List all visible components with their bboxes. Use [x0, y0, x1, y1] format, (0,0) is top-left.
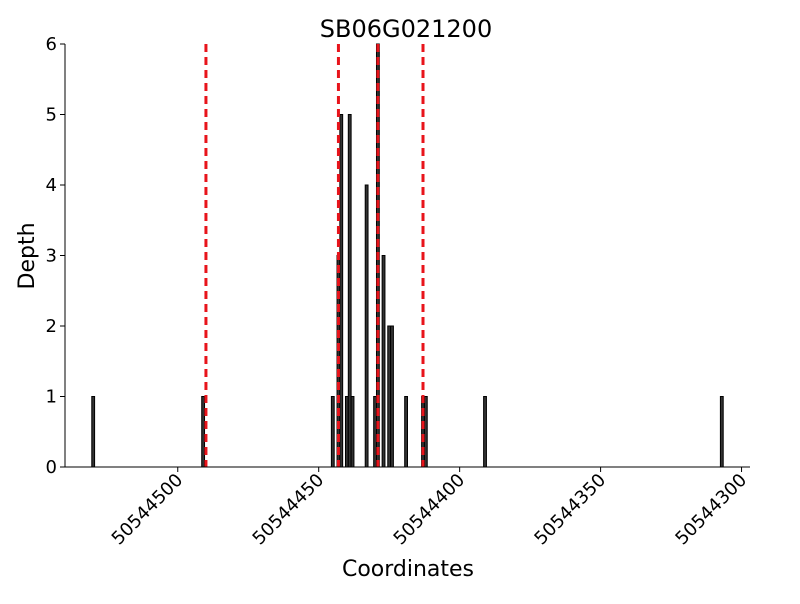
bar	[381, 255, 386, 468]
bar	[350, 396, 355, 468]
x-tick-label: 50544450	[249, 470, 329, 550]
bar	[339, 114, 344, 468]
bar	[719, 396, 724, 468]
y-tick-label: 6	[46, 34, 57, 55]
bar	[423, 396, 428, 468]
x-tick-label: 50544400	[390, 470, 470, 550]
bar	[390, 325, 394, 468]
x-tick-label: 50544300	[671, 470, 751, 550]
bar	[91, 396, 96, 468]
bar	[483, 396, 487, 468]
y-axis-label: Depth	[15, 222, 40, 289]
y-tick-label: 1	[46, 387, 57, 408]
y-tick-label: 3	[46, 246, 57, 267]
y-tick-label: 2	[46, 316, 57, 337]
x-tick-label: 50544350	[530, 470, 610, 550]
bar	[330, 396, 335, 468]
bar	[364, 184, 369, 468]
bar	[404, 396, 408, 468]
y-tick-label: 4	[46, 175, 57, 196]
x-tick-label: 50544500	[108, 470, 188, 550]
x-axis-label: Coordinates	[342, 557, 474, 582]
chart-title: SB06G021200	[320, 15, 492, 43]
y-tick-label: 0	[46, 457, 57, 478]
y-tick-label: 5	[46, 105, 57, 126]
bar	[201, 396, 206, 468]
